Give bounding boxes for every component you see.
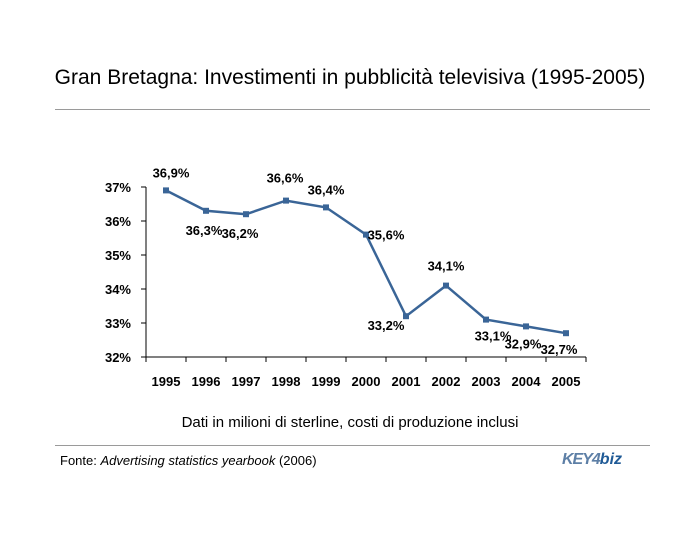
x-tick-label: 2004	[512, 374, 542, 389]
top-divider	[55, 109, 650, 110]
series-line	[165, 189, 567, 335]
x-tick-label: 1999	[312, 374, 341, 389]
data-label: 36,9%	[153, 165, 190, 180]
bottom-divider	[55, 445, 650, 446]
data-label: 36,4%	[308, 182, 345, 197]
x-tick-label: 1997	[232, 374, 261, 389]
x-tick-label: 1996	[192, 374, 221, 389]
data-point-marker	[203, 207, 209, 214]
x-tick-label: 1998	[272, 374, 301, 389]
data-point-marker	[363, 231, 369, 238]
y-tick-label: 35%	[105, 248, 131, 263]
data-label: 33,2%	[368, 318, 405, 333]
source-line: Fonte: Advertising statistics yearbook (…	[60, 453, 317, 468]
x-tick-label: 2000	[352, 374, 381, 389]
data-label: 36,2%	[222, 226, 259, 241]
data-point-marker	[283, 197, 289, 204]
key4biz-logo: KEY4biz	[562, 451, 622, 469]
chart-title: Gran Bretagna: Investimenti in pubblicit…	[54, 66, 646, 89]
data-point-marker	[403, 313, 409, 320]
data-label: 36,6%	[267, 171, 304, 186]
data-point-marker	[483, 316, 489, 323]
y-tick-label: 34%	[105, 282, 131, 297]
data-label: 33,1%	[475, 329, 512, 344]
logo-key4: KEY4	[562, 451, 601, 468]
source-publication: Advertising statistics yearbook	[100, 453, 276, 468]
y-tick-label: 32%	[105, 350, 131, 365]
x-tick-label: 1995	[152, 374, 181, 389]
source-suffix: (2006)	[275, 453, 317, 468]
data-label: 32,7%	[541, 342, 578, 357]
y-tick-label: 37%	[105, 180, 131, 195]
data-point-marker	[443, 282, 449, 289]
source-prefix: Fonte:	[60, 453, 101, 468]
data-point-marker	[163, 187, 169, 194]
data-point-marker	[563, 330, 569, 337]
logo-biz: biz	[599, 451, 623, 468]
data-label: 32,9%	[505, 336, 542, 351]
data-label: 34,1%	[428, 259, 465, 274]
data-label: 36,3%	[186, 223, 223, 238]
x-tick-label: 2005	[552, 374, 581, 389]
data-point-marker	[323, 204, 329, 211]
y-tick-label: 36%	[105, 214, 131, 229]
data-point-marker	[523, 323, 529, 330]
chart-note: Dati in milioni di sterline, costi di pr…	[181, 414, 519, 431]
x-tick-label: 2001	[392, 374, 421, 389]
x-tick-label: 2003	[472, 374, 501, 389]
x-tick-label: 2002	[432, 374, 461, 389]
y-tick-label: 33%	[105, 316, 131, 331]
data-label: 35,6%	[368, 228, 405, 243]
data-point-marker	[243, 211, 249, 218]
